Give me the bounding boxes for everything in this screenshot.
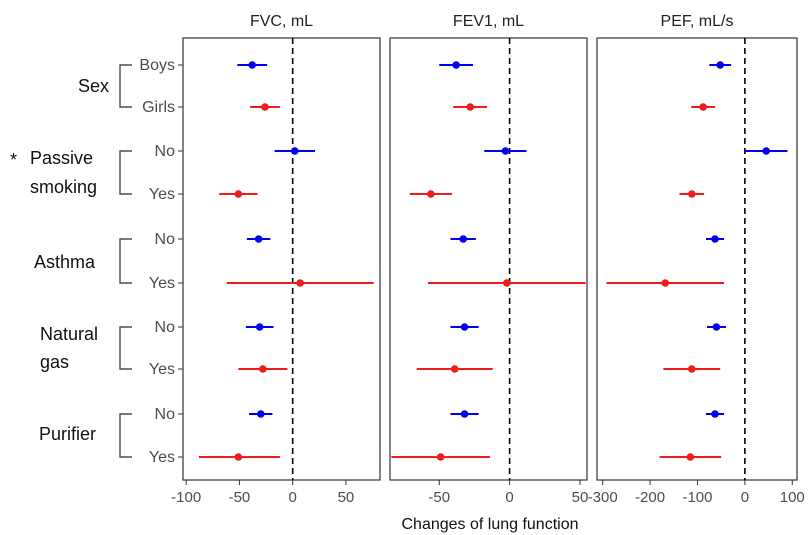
estimate-point <box>712 323 721 331</box>
estimate-point <box>261 103 269 111</box>
group-4: No Yes Natural gas <box>40 319 175 378</box>
group-2: No Yes Passive smoking * <box>10 143 175 203</box>
group-label: Sex <box>78 76 109 96</box>
group-bracket <box>119 326 132 370</box>
panel-border <box>182 37 381 481</box>
x-tick-label: 100 <box>780 489 805 506</box>
x-tick-label: -100 <box>682 489 712 506</box>
estimate-point <box>501 147 510 155</box>
panel-title: FEV1, mL <box>453 13 524 30</box>
estimate-point <box>716 61 725 69</box>
estimate-point <box>699 103 707 111</box>
group-bracket <box>119 150 132 195</box>
estimate-point <box>436 453 445 461</box>
estimate-point <box>296 279 304 287</box>
estimate-point <box>502 279 511 287</box>
group-bracket <box>119 413 132 458</box>
estimate-point <box>452 61 460 69</box>
group-3: No Yes Asthma <box>34 231 175 292</box>
estimate-point <box>762 147 770 155</box>
estimate-point <box>259 365 267 373</box>
estimate-point <box>234 453 243 461</box>
panel-1: FVC, mL -100 -50 0 50 <box>171 13 381 506</box>
estimate-point <box>711 235 719 243</box>
panel-border <box>389 37 588 481</box>
estimate-point <box>450 365 459 373</box>
estimate-point <box>427 190 435 198</box>
group-bracket <box>119 238 132 284</box>
group-bracket <box>119 64 132 108</box>
panel-2: FEV1, mL -50 0 50 <box>389 13 589 506</box>
x-tick-label: -100 <box>171 489 201 506</box>
estimate-point <box>291 147 299 155</box>
row-label: No <box>155 143 176 160</box>
x-tick-label: -50 <box>428 489 450 506</box>
estimate-point <box>256 410 265 418</box>
group-label: Purifier <box>39 424 96 444</box>
x-tick-label: -50 <box>229 489 251 506</box>
group-label: gas <box>40 352 69 372</box>
group-label: Natural <box>40 324 98 344</box>
estimate-point <box>248 61 257 69</box>
row-label: Boys <box>139 57 175 74</box>
panel-title: FVC, mL <box>250 13 313 30</box>
row-label: Yes <box>149 275 175 292</box>
row-label: No <box>155 319 176 336</box>
group-label: smoking <box>30 177 97 197</box>
estimate-point <box>460 410 469 418</box>
row-label: Yes <box>149 449 175 466</box>
x-tick-label: -300 <box>588 489 618 506</box>
x-axis-title: Changes of lung function <box>401 516 578 533</box>
row-label: No <box>155 406 176 423</box>
panel-title: PEF, mL/s <box>661 13 734 30</box>
estimate-point <box>254 235 263 243</box>
estimate-point <box>686 453 695 461</box>
panel-border <box>596 37 798 481</box>
group-1: Boys Girls Sex <box>78 57 175 116</box>
x-tick-label: 0 <box>741 489 749 506</box>
estimate-point <box>466 103 475 111</box>
x-tick-label: 50 <box>338 489 355 506</box>
estimate-point <box>459 235 467 243</box>
x-tick-label: 0 <box>505 489 513 506</box>
group-label: Asthma <box>34 252 96 272</box>
group-5: No Yes Purifier <box>39 406 175 466</box>
row-label: Girls <box>142 99 175 116</box>
group-label: Passive <box>30 148 93 168</box>
row-label: No <box>155 231 176 248</box>
estimate-point <box>661 279 670 287</box>
estimate-point <box>255 323 264 331</box>
x-tick-label: -200 <box>635 489 665 506</box>
row-label: Yes <box>149 361 175 378</box>
row-label: Yes <box>149 186 175 203</box>
estimate-point <box>687 365 696 373</box>
row-label-area: Boys Girls Sex No Yes Passive smoking * No Yes Ast… <box>10 57 183 466</box>
x-tick-label: 50 <box>572 489 589 506</box>
significance-marker: * <box>10 150 17 170</box>
x-tick-label: 0 <box>289 489 297 506</box>
estimate-point <box>687 190 696 198</box>
estimate-point <box>234 190 243 198</box>
panel-3: PEF, mL/s -300 -200 -100 0 100 <box>588 13 805 506</box>
estimate-point <box>711 410 719 418</box>
estimate-point <box>460 323 469 331</box>
